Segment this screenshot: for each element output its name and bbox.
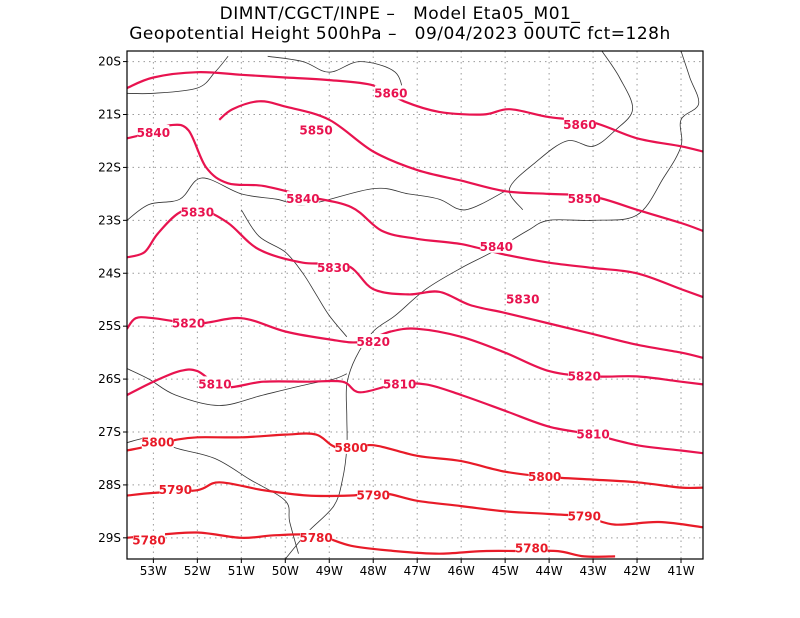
contour-label-bg xyxy=(515,540,548,555)
contour-label-bg xyxy=(181,204,214,219)
contour-label-bg xyxy=(563,117,596,132)
contour-label-5840: 5840 xyxy=(286,192,319,206)
contour-label-5810: 5810 xyxy=(383,377,416,391)
map-boundary-line xyxy=(267,55,405,99)
tick-label-y: 27S xyxy=(98,425,121,439)
contour-label-bg xyxy=(528,468,561,483)
contour-line-5780 xyxy=(127,531,616,558)
contour-label-5830: 5830 xyxy=(506,293,539,307)
tick-label-y: 20S xyxy=(98,55,121,69)
contour-label-bg xyxy=(374,85,407,100)
contour-label-bg xyxy=(568,191,601,206)
contour-label-bg xyxy=(506,291,539,306)
contour-label-5780: 5780 xyxy=(515,541,548,555)
tick-label-x: 52W xyxy=(184,564,211,578)
contour-lines xyxy=(127,71,703,558)
tick-label-y: 23S xyxy=(98,213,121,227)
chart-title-line2: Geopotential Height 500hPa – 09/04/2023 … xyxy=(129,24,671,44)
contour-label-bg xyxy=(286,191,319,206)
contour-labels: 5860 5860 5850 5850 5840 5840 5840 5830 5830 5830… xyxy=(132,85,610,555)
contour-label-bg xyxy=(132,532,165,547)
contour-label-5810: 5810 xyxy=(198,377,231,391)
contour-label-bg xyxy=(141,434,174,449)
contour-line-5860 xyxy=(127,71,703,153)
chart-title-line1: DIMNT/CGCT/INPE – Model Eta05_M01_ xyxy=(219,4,581,24)
tick-label-x: 53W xyxy=(140,564,167,578)
tick-label-x: 49W xyxy=(316,564,343,578)
contour-label-5860: 5860 xyxy=(563,118,596,132)
contour-label-bg xyxy=(137,125,170,140)
contour-line-5830 xyxy=(127,207,703,359)
contour-label-bg xyxy=(172,315,205,330)
tick-label-x: 50W xyxy=(272,564,299,578)
contour-label-5830: 5830 xyxy=(181,205,214,219)
tick-label-y: 29S xyxy=(98,531,121,545)
tick-label-x: 46W xyxy=(448,564,475,578)
contour-label-bg xyxy=(577,426,610,441)
contour-label-5780: 5780 xyxy=(299,531,332,545)
map-boundary-line xyxy=(508,51,634,211)
contour-label-5800: 5800 xyxy=(141,436,174,450)
contour-label-5830: 5830 xyxy=(317,261,350,275)
tick-label-x: 41W xyxy=(667,564,694,578)
plot-frame xyxy=(126,50,704,560)
contour-line-5790 xyxy=(127,481,703,529)
contour-line-5850 xyxy=(218,100,703,232)
contour-label-bg xyxy=(480,238,513,253)
contour-label-5790: 5790 xyxy=(357,489,390,503)
contour-label-5820: 5820 xyxy=(568,369,601,383)
contour-label-bg xyxy=(317,259,350,274)
contour-label-5850: 5850 xyxy=(568,192,601,206)
map-boundary-line xyxy=(127,368,347,406)
map-boundary-line xyxy=(127,56,229,95)
tick-label-y: 28S xyxy=(98,478,121,492)
map-boundary-line xyxy=(284,51,700,559)
tick-label-y: 24S xyxy=(98,266,121,280)
contour-label-bg xyxy=(383,376,416,391)
contour-label-5780: 5780 xyxy=(132,533,165,547)
contour-label-5850: 5850 xyxy=(299,123,332,137)
contour-label-bg xyxy=(568,508,601,523)
tick-label-x: 43W xyxy=(580,564,607,578)
contour-line-5840 xyxy=(127,123,703,299)
tick-label-y: 26S xyxy=(98,372,121,386)
contour-label-bg xyxy=(300,122,333,137)
contour-label-bg xyxy=(568,368,601,383)
contour-label-bg xyxy=(335,439,368,454)
contour-label-5860: 5860 xyxy=(374,86,407,100)
axis-ticks: 53W 52W 51W 50W 49W 48W 47W 46W 45W 44W 43W 42W 41W 2… xyxy=(98,55,695,578)
contour-label-5790: 5790 xyxy=(159,483,192,497)
map-boundary-line xyxy=(240,209,348,338)
contour-label-bg xyxy=(300,529,333,544)
contour-label-bg xyxy=(159,482,192,497)
contour-label-bg xyxy=(357,487,390,502)
tick-label-y: 22S xyxy=(98,160,121,174)
contour-line-5820 xyxy=(127,316,703,386)
contour-line-5800 xyxy=(127,432,703,490)
tick-label-x: 44W xyxy=(536,564,563,578)
tick-label-x: 51W xyxy=(228,564,255,578)
contour-label-5810: 5810 xyxy=(576,428,609,442)
contour-label-5790: 5790 xyxy=(568,510,601,524)
contour-label-bg xyxy=(198,376,231,391)
contour-label-5820: 5820 xyxy=(357,335,390,349)
contour-label-bg xyxy=(357,334,390,349)
contour-label-5840: 5840 xyxy=(480,240,513,254)
tick-label-x: 48W xyxy=(360,564,387,578)
tick-label-x: 45W xyxy=(492,564,519,578)
contour-label-5840: 5840 xyxy=(137,126,170,140)
tick-label-y: 25S xyxy=(98,319,121,333)
tick-label-x: 47W xyxy=(404,564,431,578)
contour-label-5800: 5800 xyxy=(528,470,561,484)
contour-label-5820: 5820 xyxy=(172,317,205,331)
tick-label-x: 42W xyxy=(623,564,650,578)
tick-label-y: 21S xyxy=(98,108,121,122)
contour-label-5800: 5800 xyxy=(335,441,368,455)
